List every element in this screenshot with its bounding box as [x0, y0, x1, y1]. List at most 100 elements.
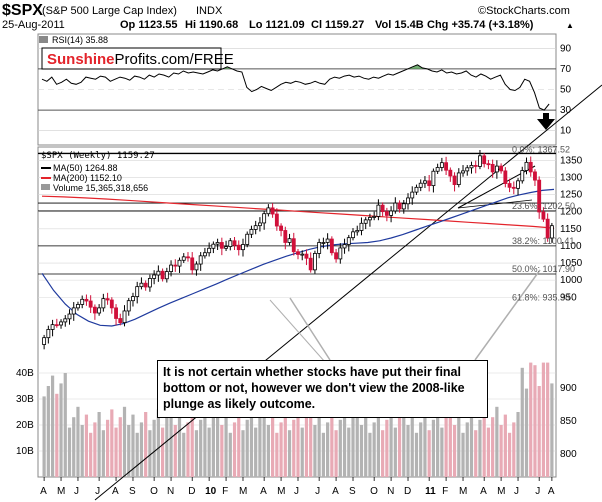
candle-body: [490, 163, 495, 173]
volume-bar: [279, 422, 283, 477]
x-tick-label: S: [349, 486, 356, 497]
volume-bar: [283, 412, 287, 477]
volume-bar: [249, 409, 254, 477]
candle-body: [427, 180, 432, 187]
candle-body: [308, 257, 313, 271]
volume-bar: [262, 406, 266, 477]
candle-body: [63, 318, 68, 323]
candle-body: [97, 307, 102, 314]
price-tick-label: 1350: [560, 155, 583, 166]
volume-bar: [114, 427, 118, 477]
candle-body: [533, 171, 537, 181]
candle-body: [287, 238, 292, 243]
volume-bar: [215, 406, 220, 477]
volume-bar: [406, 425, 410, 477]
candle-body: [249, 229, 254, 235]
x-tick-label: J: [294, 486, 299, 497]
x-tick-label: J: [74, 486, 79, 497]
candle-body: [384, 211, 389, 216]
volume-bar: [211, 417, 215, 477]
candle-body: [50, 324, 55, 330]
x-tick-label: J: [95, 486, 100, 497]
x-tick-label: M: [239, 486, 247, 497]
volume-bar: [63, 373, 67, 477]
volume-bar: [232, 422, 237, 477]
volume-axis: 40B 30B 20B 10B: [16, 368, 34, 457]
volume-bar: [546, 362, 550, 477]
candle-body: [257, 222, 262, 227]
candle-body: [300, 253, 305, 256]
volume-bar: [478, 419, 482, 477]
volume-bar: [203, 409, 207, 477]
volume-bar: [537, 386, 541, 477]
price-tick-label: 950: [560, 292, 577, 303]
volume-bar: [199, 419, 203, 477]
candle-body: [317, 242, 322, 254]
volume-bar: [440, 427, 444, 477]
pointer-line: [289, 297, 331, 361]
candle-body: [338, 247, 343, 260]
volume-bar: [254, 427, 258, 477]
volume-bar: [524, 388, 529, 477]
candle-body: [363, 219, 368, 224]
volume-bar: [330, 412, 334, 477]
volume-bar: [529, 362, 533, 477]
volume-bar: [321, 432, 325, 477]
rsi-line: [41, 64, 550, 111]
candle-body: [198, 255, 203, 265]
x-tick-label: S: [129, 486, 136, 497]
volume-bar: [342, 409, 347, 477]
volume-bar: [271, 414, 275, 477]
candle-body: [126, 300, 131, 312]
candle-body: [84, 298, 89, 302]
candle-body: [232, 240, 237, 246]
price-tick-label: 1250: [560, 190, 583, 201]
open-value: Op 1123.55: [120, 19, 178, 31]
price-tick-label-low: 850: [560, 416, 577, 427]
volume-bar: [520, 367, 524, 477]
volume-bar: [76, 406, 80, 477]
candle-body: [147, 278, 152, 288]
volume-bar: [224, 414, 228, 477]
candle-body: [245, 233, 250, 245]
price-tick-label: 1200: [560, 207, 583, 218]
volume-bar: [397, 417, 402, 477]
price-legend: $SPX (Weekly) 1159.27 MA(50) 1264.88 MA(…: [41, 151, 155, 193]
volume-bar: [97, 412, 101, 477]
candle-body: [54, 324, 59, 327]
price-tick-label: 1000: [560, 275, 583, 286]
candle-body: [118, 318, 123, 324]
candle-body: [156, 270, 161, 276]
volume-bar: [482, 409, 486, 477]
volume-tick-label: 40B: [16, 368, 34, 379]
candle-body: [296, 251, 300, 255]
candle-body: [253, 225, 258, 230]
candle-body: [274, 213, 279, 227]
volume-bar: [419, 422, 423, 477]
chart-exchange: INDX: [196, 5, 223, 17]
candle-body: [143, 282, 148, 288]
volume-tick-label: 20B: [16, 420, 34, 431]
x-axis: A M J J A S O N D 10 F M A M J J A S O N D 11 F M A M J J A: [40, 477, 555, 497]
ma200-line: [41, 195, 555, 229]
volume-bar: [550, 383, 554, 477]
candle-body: [169, 264, 173, 272]
x-tick-label: N: [387, 486, 394, 497]
volume-bar: [182, 432, 186, 477]
volume-bar: [89, 432, 93, 477]
volume-bar: [110, 409, 114, 477]
x-tick-label: M: [497, 486, 505, 497]
rsi-tick-label: 30: [560, 105, 572, 116]
x-tick-label: A: [332, 486, 339, 497]
candle-body: [452, 175, 457, 185]
volume-bar: [84, 414, 89, 477]
volume-bar: [296, 409, 300, 477]
volume-bar: [50, 375, 55, 477]
candle-body: [211, 243, 216, 249]
candle-body: [228, 240, 233, 247]
volume-bar: [72, 417, 76, 477]
candle-body: [321, 242, 326, 244]
candle-body: [435, 167, 440, 172]
volume-bar: [139, 422, 144, 477]
